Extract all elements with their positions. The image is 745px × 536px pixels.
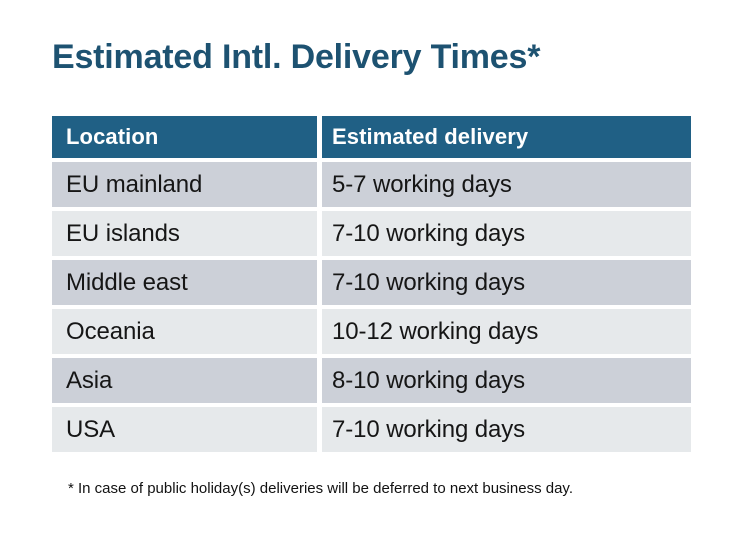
- cell-delivery-text: 7-10 working days: [332, 268, 526, 296]
- column-header-location: Location: [52, 116, 317, 158]
- cell-delivery: 10-12 working days: [322, 309, 691, 354]
- cell-location-text: EU islands: [66, 219, 180, 247]
- cell-delivery: 7-10 working days: [322, 260, 691, 305]
- delivery-times-table: Location Estimated delivery EU mainland …: [52, 116, 691, 452]
- cell-location-text: EU mainland: [66, 170, 203, 198]
- table-row: USA 7-10 working days: [52, 407, 691, 452]
- cell-location: EU islands: [52, 211, 317, 256]
- cell-delivery: 7-10 working days: [322, 407, 691, 452]
- cell-location-text: USA: [66, 415, 116, 443]
- column-header-delivery: Estimated delivery: [322, 116, 691, 158]
- footnote: * In case of public holiday(s) deliverie…: [68, 480, 573, 497]
- table-row: EU islands 7-10 working days: [52, 211, 691, 256]
- cell-location: USA: [52, 407, 317, 452]
- cell-delivery-text: 7-10 working days: [332, 219, 526, 247]
- column-header-delivery-label: Estimated delivery: [332, 124, 529, 149]
- table-row: EU mainland 5-7 working days: [52, 162, 691, 207]
- cell-delivery: 8-10 working days: [322, 358, 691, 403]
- cell-location: Asia: [52, 358, 317, 403]
- cell-delivery-text: 10-12 working days: [332, 317, 539, 345]
- cell-delivery: 7-10 working days: [322, 211, 691, 256]
- cell-delivery-text: 7-10 working days: [332, 415, 526, 443]
- table-row: Asia 8-10 working days: [52, 358, 691, 403]
- cell-location-text: Oceania: [66, 317, 155, 345]
- cell-delivery-text: 8-10 working days: [332, 366, 526, 394]
- cell-delivery: 5-7 working days: [322, 162, 691, 207]
- page-title: Estimated Intl. Delivery Times*: [52, 38, 541, 76]
- cell-delivery-text: 5-7 working days: [332, 170, 512, 198]
- table-row: Oceania 10-12 working days: [52, 309, 691, 354]
- cell-location: Oceania: [52, 309, 317, 354]
- table-header-row: Location Estimated delivery: [52, 116, 691, 158]
- cell-location: EU mainland: [52, 162, 317, 207]
- column-header-location-label: Location: [66, 124, 159, 149]
- table-row: Middle east 7-10 working days: [52, 260, 691, 305]
- cell-location: Middle east: [52, 260, 317, 305]
- cell-location-text: Middle east: [66, 268, 188, 296]
- cell-location-text: Asia: [66, 366, 113, 394]
